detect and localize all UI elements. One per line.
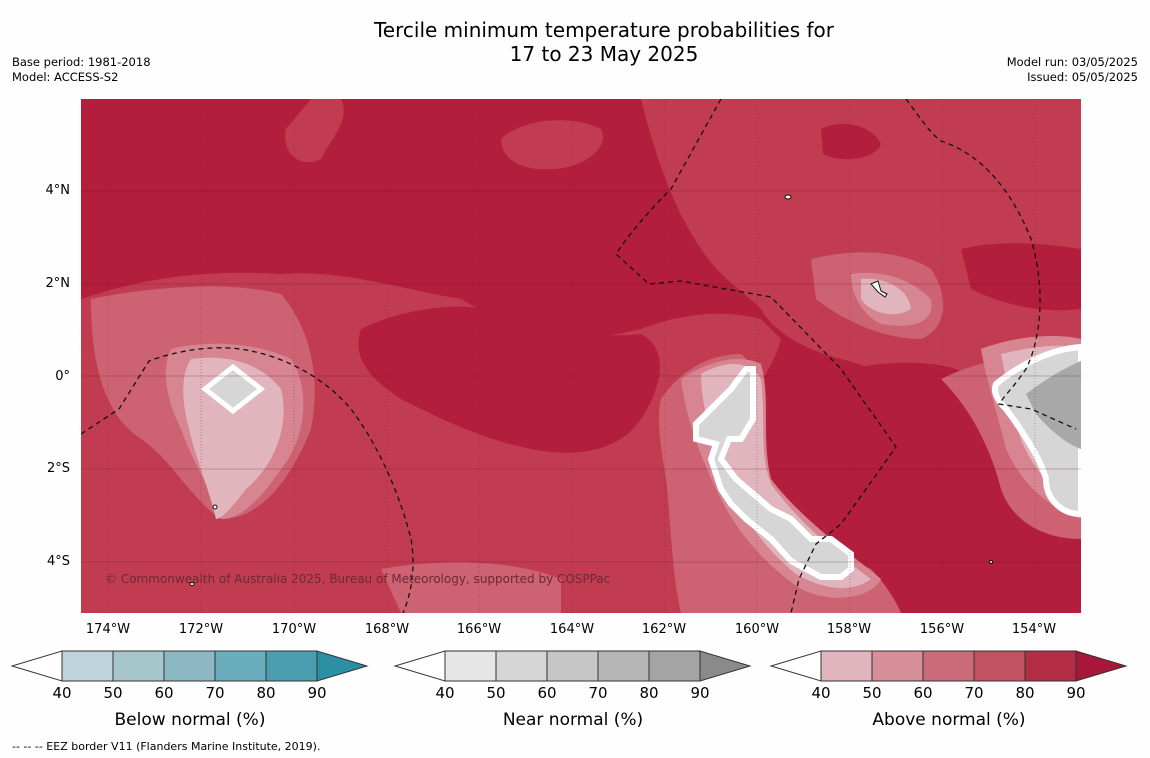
- lon-label: 162°W: [641, 622, 687, 637]
- field-above-40-north: [861, 278, 911, 315]
- lon-label: 170°W: [271, 622, 317, 637]
- colorbar-swatch: [444, 650, 497, 682]
- colorbar-swatch: [112, 650, 165, 682]
- colorbar-tick: 80: [1015, 684, 1035, 702]
- field-above-40-west: [183, 357, 284, 519]
- colorbar-tick: 60: [537, 684, 557, 702]
- colorbar-swatch: [163, 650, 216, 682]
- colorbar-tick: 90: [690, 684, 710, 702]
- colorbar-above-swatches: [769, 650, 1128, 682]
- colorbar-near: 40 50 60 70 80 90: [393, 650, 752, 702]
- lat-label: 0°: [55, 369, 70, 384]
- colorbar-below-label: Below normal (%): [114, 710, 266, 730]
- copyright-text: © Commonwealth of Australia 2025, Bureau…: [105, 572, 611, 586]
- eez-borders: [81, 99, 1077, 613]
- lon-label: 172°W: [178, 622, 224, 637]
- lat-label: 4°N: [45, 183, 71, 198]
- colorbar-near-label: Near normal (%): [502, 710, 644, 730]
- colorbar-near-swatches: [393, 650, 752, 682]
- colorbar-high-arrow: [316, 650, 369, 682]
- colorbar-tick: 60: [154, 684, 174, 702]
- field-near-normal-central: [693, 366, 854, 580]
- colorbar-below-swatches: [10, 650, 369, 682]
- lat-label: 2°N: [45, 276, 71, 291]
- colorbar-swatch: [820, 650, 873, 682]
- probability-map: [81, 99, 1081, 613]
- lon-label: 164°W: [549, 622, 595, 637]
- colorbar-below: 40 50 60 70 80 90: [10, 650, 369, 702]
- field-above-70-north2: [501, 120, 603, 170]
- colorbar-tick: 60: [913, 684, 933, 702]
- colorbar-swatch: [546, 650, 599, 682]
- colorbar-swatch: [1024, 650, 1077, 682]
- field-above-80-patch-2: [791, 362, 1003, 519]
- base-period-text: Base period: 1981-2018: [12, 55, 151, 69]
- colorbar-below-ticks: 40 50 60 70 80 90: [12, 682, 368, 702]
- colorbar-tick: 80: [256, 684, 276, 702]
- graticule: [81, 99, 1081, 613]
- model-run-text: Model run: 03/05/2025: [1006, 55, 1138, 69]
- colorbar-low-arrow: [10, 650, 63, 682]
- colorbar-tick: 70: [205, 684, 225, 702]
- colorbar-high-arrow: [1075, 650, 1128, 682]
- field-above-70-north: [285, 99, 344, 163]
- colorbar-tick: 70: [964, 684, 984, 702]
- lon-label: 160°W: [734, 622, 780, 637]
- title-line-2: 17 to 23 May 2025: [509, 42, 699, 66]
- colorbar-tick: 90: [307, 684, 327, 702]
- colorbar-near-ticks: 40 50 60 70 80 90: [395, 682, 751, 702]
- lon-label: 168°W: [364, 622, 410, 637]
- colorbar-tick: 50: [486, 684, 506, 702]
- meta-left: Base period: 1981-2018 Model: ACCESS-S2: [12, 55, 151, 85]
- field-above-80-patch-4: [961, 243, 1081, 311]
- colorbar-swatch: [265, 650, 318, 682]
- lon-label: 156°W: [919, 622, 965, 637]
- colorbar-high-arrow: [699, 650, 752, 682]
- colorbar-swatch: [871, 650, 924, 682]
- colorbar-tick: 90: [1066, 684, 1086, 702]
- colorbar-swatch: [597, 650, 650, 682]
- colorbar-swatch: [61, 650, 114, 682]
- eez-footnote: -- -- -- EEZ border V11 (Flanders Marine…: [12, 740, 321, 753]
- colorbar-swatch: [495, 650, 548, 682]
- colorbar-swatch: [214, 650, 267, 682]
- map-title: Tercile minimum temperature probabilitie…: [0, 18, 1150, 66]
- lat-label: 2°S: [46, 461, 70, 476]
- islands: [189, 194, 993, 586]
- map-canvas: [81, 99, 1081, 613]
- colorbar-swatch: [922, 650, 975, 682]
- colorbar-low-arrow: [769, 650, 822, 682]
- colorbar-tick: 70: [588, 684, 608, 702]
- field-near-normal-west: [200, 363, 266, 415]
- field-above-80-patch-3: [358, 306, 660, 453]
- lon-label: 158°W: [826, 622, 872, 637]
- lon-label: 154°W: [1011, 622, 1057, 637]
- field-above-80-patch-1: [821, 124, 881, 160]
- lon-label: 174°W: [85, 622, 131, 637]
- colorbar-low-arrow: [393, 650, 446, 682]
- issued-text: Issued: 05/05/2025: [1027, 70, 1138, 84]
- lon-label: 166°W: [456, 622, 502, 637]
- colorbar-tick: 50: [103, 684, 123, 702]
- title-line-1: Tercile minimum temperature probabilitie…: [373, 18, 835, 42]
- colorbar-tick: 40: [52, 684, 72, 702]
- lat-label: 4°S: [46, 554, 70, 569]
- colorbar-tick: 40: [435, 684, 455, 702]
- colorbar-above-ticks: 40 50 60 70 80 90: [771, 682, 1127, 702]
- colorbar-tick: 50: [862, 684, 882, 702]
- field-near-normal-east-high: [1026, 361, 1081, 449]
- colorbar-above: 40 50 60 70 80 90: [769, 650, 1128, 702]
- colorbar-swatch: [973, 650, 1026, 682]
- colorbar-tick: 40: [811, 684, 831, 702]
- colorbar-swatch: [648, 650, 701, 682]
- colorbar-above-label: Above normal (%): [872, 710, 1026, 730]
- colorbar-tick: 80: [639, 684, 659, 702]
- field-above-60-sbottom: [381, 562, 561, 613]
- model-text: Model: ACCESS-S2: [12, 70, 119, 84]
- meta-right: Model run: 03/05/2025 Issued: 05/05/2025: [1007, 55, 1138, 85]
